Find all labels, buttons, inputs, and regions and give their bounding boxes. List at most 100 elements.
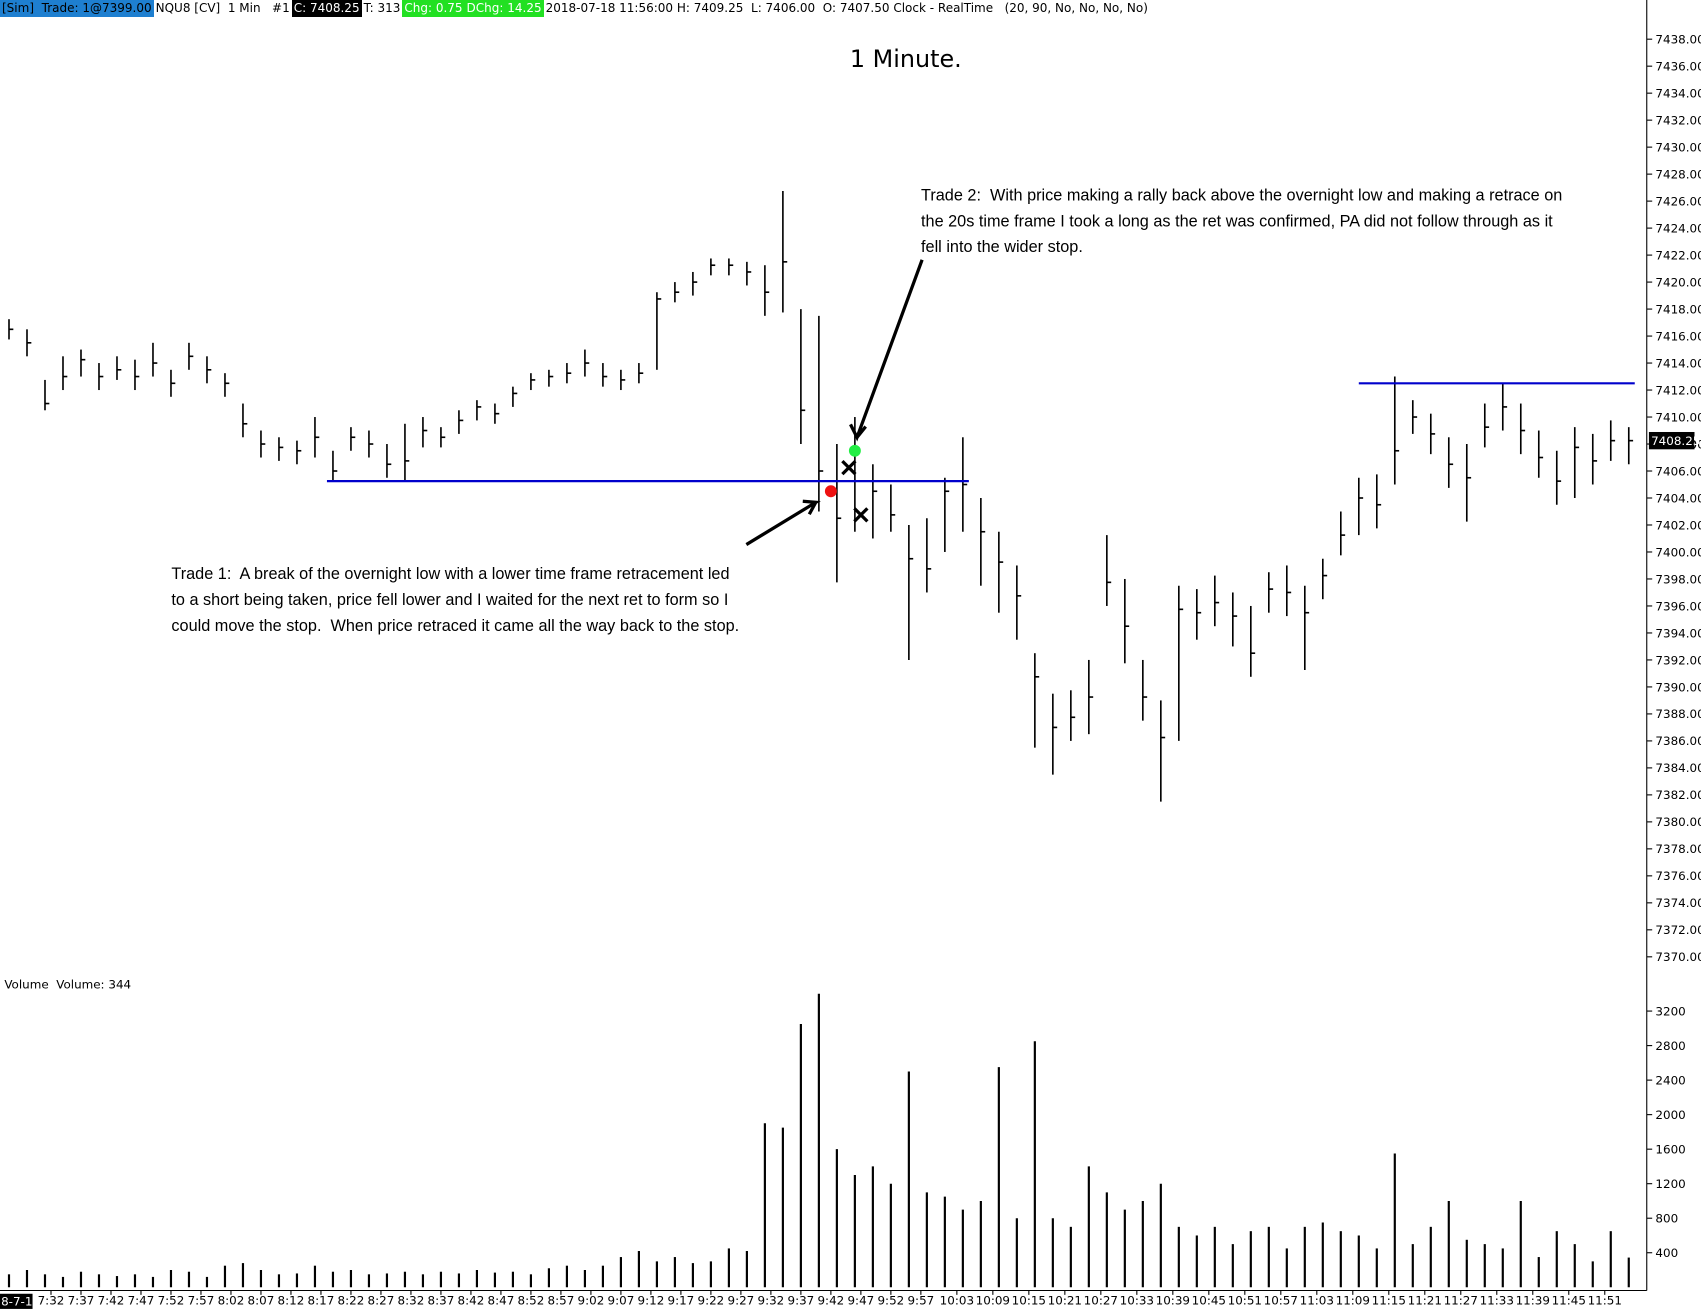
- x-tick-label: 8:12: [278, 1294, 305, 1308]
- volume-tick-label: 400: [1655, 1246, 1678, 1260]
- y-tick-label: 7406.00: [1655, 464, 1701, 478]
- arrow: [849, 259, 924, 442]
- status-field: Chg: 0.75: [402, 0, 465, 17]
- volume-tick-label: 2000: [1655, 1108, 1685, 1122]
- y-tick-label: 7412.00: [1655, 383, 1701, 397]
- y-tick-label: 7432.00: [1655, 113, 1701, 127]
- y-tick-label: 7418.00: [1655, 302, 1701, 316]
- x-tick-label: 8:32: [398, 1294, 425, 1308]
- y-tick-label: 7382.00: [1655, 788, 1701, 802]
- volume-tick-label: 3200: [1655, 1004, 1685, 1018]
- volume-tick-label: 1200: [1655, 1177, 1685, 1191]
- y-tick-label: 7398.00: [1655, 572, 1701, 586]
- arrow: [745, 499, 821, 546]
- status-field: [Sim] Trade: 1@7399.00: [0, 0, 154, 17]
- date-badge: [0, 1293, 33, 1309]
- x-tick-label: 9:32: [757, 1294, 784, 1308]
- y-tick-label: 7426.00: [1655, 194, 1701, 208]
- x-tick-label: 8:27: [368, 1294, 395, 1308]
- y-tick-label: 7416.00: [1655, 329, 1701, 343]
- x-tick-label: 8:07: [248, 1294, 275, 1308]
- y-tick-label: 7410.00: [1655, 410, 1701, 424]
- y-tick-label: 7396.00: [1655, 599, 1701, 613]
- x-tick-label: 8:42: [458, 1294, 485, 1308]
- x-tick-label: 10:03: [940, 1294, 974, 1308]
- annotation: the 20s time frame I took a long as the …: [921, 212, 1553, 230]
- x-tick-label: 11:51: [1588, 1294, 1622, 1308]
- y-tick-label: 7370.00: [1655, 950, 1701, 964]
- y-tick-label: 7372.00: [1655, 923, 1701, 937]
- y-tick-label: 7434.00: [1655, 87, 1701, 101]
- x-tick-label: 11:15: [1372, 1294, 1406, 1308]
- volume-tick-label: 2400: [1655, 1073, 1685, 1087]
- y-tick-label: 7390.00: [1655, 680, 1701, 694]
- chart-title: 1 Minute.: [850, 45, 962, 73]
- x-tick-label: 10:15: [1012, 1294, 1046, 1308]
- x-tick-label: 8:52: [518, 1294, 545, 1308]
- y-tick-label: 7386.00: [1655, 734, 1701, 748]
- x-tick-label: 9:27: [728, 1294, 755, 1308]
- x-tick-label: 7:32: [38, 1294, 65, 1308]
- y-tick-label: 7414.00: [1655, 356, 1701, 370]
- x-tick-label: 9:47: [847, 1294, 874, 1308]
- y-tick-label: 7430.00: [1655, 140, 1701, 154]
- x-tick-label: 7:57: [188, 1294, 215, 1308]
- x-tick-label: 9:57: [907, 1294, 934, 1308]
- status-field: C: 7408.25: [291, 0, 362, 17]
- x-tick-label: 9:37: [787, 1294, 814, 1308]
- x-tick-label: 7:42: [98, 1294, 125, 1308]
- y-tick-label: 7380.00: [1655, 815, 1701, 829]
- annotation: fell into the wider stop.: [921, 238, 1083, 256]
- annotation: could move the stop. When price retraced…: [171, 617, 739, 635]
- status-field: 2018-07-18 11:56:00 H: 7409.25 L: 7406.0…: [543, 0, 1150, 17]
- x-tick-label: 10:21: [1048, 1294, 1082, 1308]
- x-tick-label: 10:27: [1084, 1294, 1118, 1308]
- volume-tick-label: 800: [1655, 1212, 1678, 1226]
- annotation: Trade 2: With price making a rally back …: [921, 186, 1562, 204]
- y-tick-label: 7424.00: [1655, 221, 1701, 235]
- y-tick-label: 7428.00: [1655, 167, 1701, 181]
- x-tick-label: 9:12: [638, 1294, 665, 1308]
- x-tick-label: 9:02: [578, 1294, 605, 1308]
- x-tick-label: 10:45: [1192, 1294, 1226, 1308]
- x-tick-label: 8:47: [488, 1294, 515, 1308]
- x-tick-label: 11:33: [1480, 1294, 1514, 1308]
- y-tick-label: 7374.00: [1655, 896, 1701, 910]
- y-tick-label: 7402.00: [1655, 518, 1701, 532]
- x-tick-label: 10:51: [1228, 1294, 1262, 1308]
- x-tick-label: 9:07: [608, 1294, 635, 1308]
- last-price-badge: [1648, 431, 1695, 450]
- y-tick-label: 7420.00: [1655, 275, 1701, 289]
- y-tick-label: 7384.00: [1655, 761, 1701, 775]
- volume-label: Volume Volume: 344: [4, 977, 131, 991]
- exit-marker: [841, 459, 857, 476]
- x-tick-label: 7:52: [158, 1294, 185, 1308]
- y-tick-label: 7404.00: [1655, 491, 1701, 505]
- y-tick-label: 7400.00: [1655, 545, 1701, 559]
- x-tick-label: 10:57: [1264, 1294, 1298, 1308]
- annotation: to a short being taken, price fell lower…: [171, 591, 728, 609]
- x-tick-label: 7:37: [68, 1294, 95, 1308]
- x-tick-label: 11:45: [1552, 1294, 1586, 1308]
- y-tick-label: 7388.00: [1655, 707, 1701, 721]
- x-tick-label: 10:09: [976, 1294, 1010, 1308]
- status-field: DChg: 14.25: [464, 0, 544, 17]
- trade-marker: [848, 444, 861, 457]
- status-bar: [Sim] Trade: 1@7399.00 NQU8 [CV] 1 Min #1…: [0, 0, 1150, 17]
- volume-tick-label: 1600: [1655, 1143, 1685, 1157]
- annotation: Trade 1: A break of the overnight low wi…: [171, 565, 729, 583]
- x-tick-label: 8:37: [428, 1294, 455, 1308]
- x-tick-label: 8:17: [308, 1294, 335, 1308]
- x-tick-label: 8:02: [218, 1294, 245, 1308]
- y-tick-label: 7392.00: [1655, 653, 1701, 667]
- x-tick-label: 11:21: [1408, 1294, 1442, 1308]
- status-field: T: 313: [361, 0, 403, 17]
- x-tick-label: 8:57: [548, 1294, 575, 1308]
- exit-marker: [853, 507, 869, 523]
- y-tick-label: 7438.00: [1655, 33, 1701, 47]
- y-tick-label: 7422.00: [1655, 248, 1701, 262]
- x-tick-label: 10:39: [1156, 1294, 1190, 1308]
- status-field: NQU8 [CV] 1 Min #1: [153, 0, 292, 17]
